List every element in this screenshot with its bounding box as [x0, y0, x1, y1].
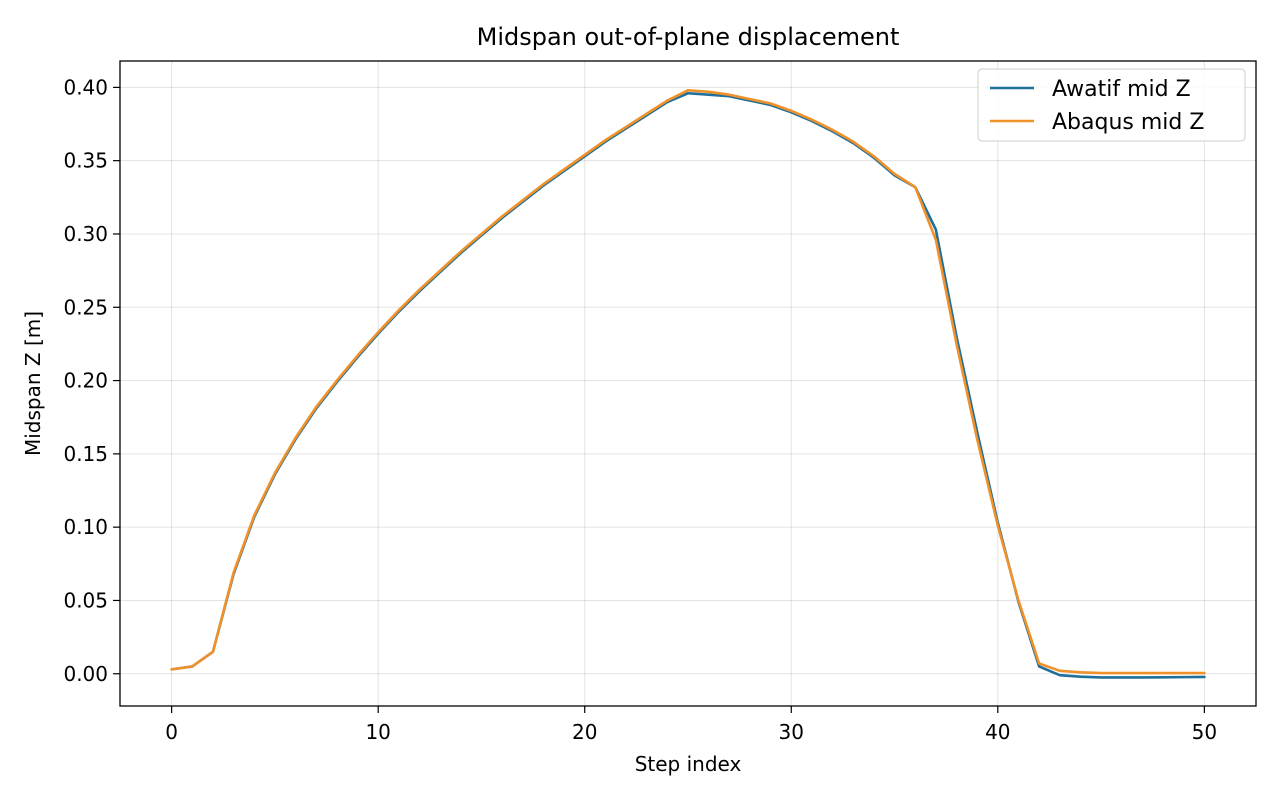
- legend-label: Abaqus mid Z: [1052, 110, 1204, 135]
- y-tick-label: 0.30: [63, 222, 108, 246]
- x-tick-label: 20: [572, 720, 597, 744]
- series-line-2: [170, 89, 1206, 675]
- x-tick-label: 10: [365, 720, 390, 744]
- legend-label: Awatif mid Z: [1052, 77, 1191, 102]
- series-layer: [170, 89, 1206, 679]
- plot-frame: [119, 60, 1257, 707]
- y-tick-label: 0.10: [63, 515, 108, 539]
- legend: Awatif mid Z Abaqus mid Z: [977, 68, 1246, 142]
- x-tick-label: 0: [165, 720, 178, 744]
- y-tick-label: 0.00: [63, 662, 108, 686]
- x-tick-label: 40: [985, 720, 1010, 744]
- x-tick-label: 30: [779, 720, 804, 744]
- y-tick-label: 0.40: [63, 75, 108, 99]
- chart-title: Midspan out-of-plane displacement: [477, 23, 900, 51]
- ticks: 0 10 20 30 40 50 0.00 0.05 0.10 0.15 0.20 0.25 0.30 0…: [63, 75, 1217, 744]
- x-tick-label: 50: [1192, 720, 1217, 744]
- legend-box: [977, 68, 1246, 142]
- y-tick-label: 0.20: [63, 369, 108, 393]
- y-axis-label: Midspan Z [m]: [21, 311, 45, 456]
- y-tick-label: 0.15: [63, 442, 108, 466]
- y-tick-label: 0.35: [63, 149, 108, 173]
- y-tick-label: 0.25: [63, 295, 108, 319]
- x-axis-label: Step index: [635, 752, 742, 776]
- grid: [120, 61, 1256, 706]
- y-tick-label: 0.05: [63, 588, 108, 612]
